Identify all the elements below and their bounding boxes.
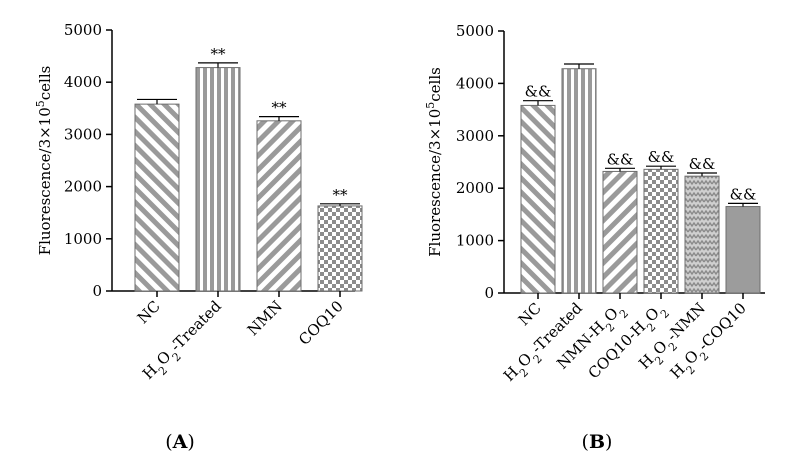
- y-tick-label: 1000: [64, 230, 102, 248]
- bar-h2o2-nmn: [684, 175, 720, 294]
- bar-h2o2-coq10: [725, 206, 761, 294]
- y-tick-label: 5000: [456, 22, 494, 40]
- panel-label: (B): [582, 431, 613, 453]
- significance-label: **: [333, 186, 349, 204]
- significance-label: **: [211, 45, 227, 63]
- x-tick-label: NMN: [244, 297, 286, 339]
- y-tick-label: 2000: [456, 179, 494, 197]
- chart-panel-a: 0 1000 2000 3000 4000 5000 Fluorescence/3×105c…: [34, 21, 363, 453]
- y-tick-label: 5000: [64, 21, 102, 39]
- significance-label: &&: [607, 150, 634, 168]
- y-tick-label: 1000: [456, 232, 494, 250]
- bar-nmn: [256, 120, 302, 292]
- y-tick-label: 2000: [64, 178, 102, 196]
- bar-coq10-h2o2: [643, 168, 679, 294]
- y-tick-label: 3000: [64, 125, 102, 143]
- panel-label: (A): [165, 431, 195, 453]
- significance-label: &&: [525, 83, 552, 101]
- y-tick-label: 4000: [456, 74, 494, 92]
- y-tick-label: 0: [92, 282, 102, 300]
- y-tick-label: 0: [484, 284, 494, 302]
- y-tick-label: 3000: [456, 127, 494, 145]
- significance-label: &&: [730, 185, 757, 203]
- bar-h2o2-treated: [195, 67, 241, 292]
- y-axis-label: Fluorescence/3×105cells: [34, 66, 55, 256]
- bar-nmn-h2o2: [602, 170, 638, 294]
- x-tick-label: NC: [515, 299, 545, 329]
- bar-h2o2-treated: [561, 68, 597, 294]
- significance-label: &&: [648, 148, 675, 166]
- y-axis-label: Fluorescence/3×105cells: [424, 67, 445, 257]
- chart-panel-b: 0 1000 2000 3000 4000 5000 Fluorescence/3×105c…: [424, 22, 765, 453]
- bar-nc: [134, 103, 180, 292]
- x-tick-label: NC: [134, 297, 164, 327]
- bar-coq10: [317, 205, 363, 292]
- significance-label: &&: [689, 155, 716, 173]
- x-tick-label: H2O2-COQ10: [667, 299, 754, 386]
- y-tick-label: 4000: [64, 73, 102, 91]
- significance-label: **: [272, 99, 288, 117]
- bar-nc: [520, 104, 556, 294]
- x-tick-label: COQ10: [295, 297, 347, 349]
